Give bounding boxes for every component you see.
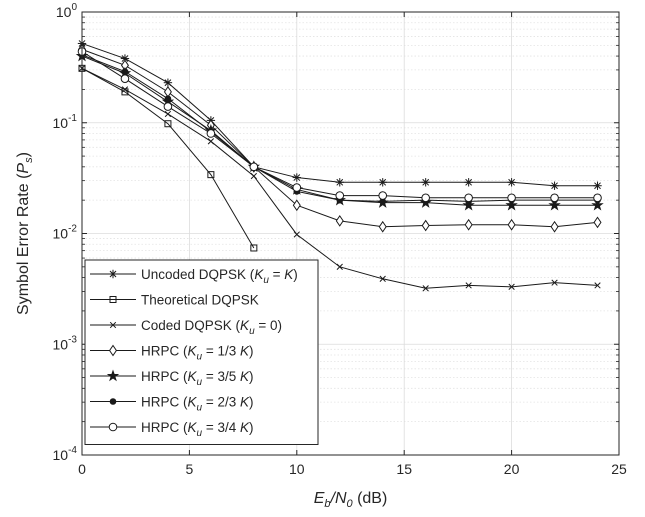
legend-marker-hrpc34 bbox=[108, 422, 118, 432]
data-point-hrpc34 bbox=[292, 183, 302, 192]
data-point-uncoded bbox=[292, 173, 301, 182]
data-point-uncoded bbox=[421, 178, 430, 187]
legend-item-hrpc23: HRPC (Ku = 2/3 K) bbox=[90, 395, 254, 414]
legend-item-hrpc13: HRPC (Ku = 1/3 K) bbox=[90, 344, 254, 363]
data-point-hrpc13 bbox=[507, 218, 516, 231]
y-tick-label: 10-3 bbox=[53, 334, 78, 352]
data-point-hrpc13 bbox=[335, 214, 344, 227]
data-point-hrpc23 bbox=[164, 95, 172, 102]
legend-label-hrpc34: HRPC (Ku = 3/4 K) bbox=[141, 420, 254, 439]
y-tick-label: 10-2 bbox=[53, 224, 78, 242]
legend-marker-uncoded bbox=[108, 269, 118, 279]
y-axis-label: Symbol Error Rate (Ps) bbox=[15, 152, 35, 315]
data-point-hrpc13 bbox=[378, 220, 387, 233]
series-coded bbox=[78, 65, 601, 292]
data-point-hrpc13 bbox=[292, 199, 301, 212]
data-point-hrpc34 bbox=[593, 193, 602, 203]
legend: Uncoded DQPSK (Ku = K) Theoretical DQPSK C… bbox=[84, 259, 319, 445]
data-point-hrpc34 bbox=[378, 191, 388, 200]
x-tick-label: 10 bbox=[289, 461, 305, 477]
data-point-coded bbox=[465, 282, 472, 289]
legend-label-coded: Coded DQPSK (Ku = 0) bbox=[141, 318, 282, 337]
legend-item-uncoded: Uncoded DQPSK (Ku = K) bbox=[90, 267, 298, 286]
legend-item-hrpc34: HRPC (Ku = 3/4 K) bbox=[90, 420, 254, 439]
series-hrpc34 bbox=[77, 47, 602, 203]
legend-marker-coded bbox=[109, 321, 117, 329]
x-tick-label: 0 bbox=[78, 461, 86, 477]
data-point-coded bbox=[594, 282, 601, 289]
data-point-hrpc13 bbox=[550, 220, 559, 233]
data-point-coded bbox=[379, 275, 386, 282]
legend-marker-hrpc23 bbox=[109, 398, 117, 405]
data-point-hrpc34 bbox=[550, 193, 559, 203]
data-point-coded bbox=[164, 110, 172, 118]
data-point-uncoded bbox=[378, 178, 387, 187]
data-point-hrpc23 bbox=[121, 68, 129, 75]
legend-marker-hrpc35 bbox=[106, 369, 120, 382]
data-point-hrpc13 bbox=[464, 218, 473, 231]
data-point-hrpc34 bbox=[421, 193, 430, 203]
y-tick-label: 100 bbox=[56, 2, 78, 20]
x-tick-label: 5 bbox=[186, 461, 194, 477]
data-point-theoretical bbox=[250, 244, 258, 252]
legend-label-hrpc23: HRPC (Ku = 2/3 K) bbox=[141, 395, 254, 414]
legend-item-hrpc35: HRPC (Ku = 3/5 K) bbox=[90, 369, 254, 388]
data-point-uncoded bbox=[550, 181, 559, 190]
data-point-hrpc34 bbox=[507, 193, 516, 203]
data-point-coded bbox=[250, 172, 257, 180]
x-tick-label: 25 bbox=[611, 461, 627, 477]
legend-label-hrpc13: HRPC (Ku = 1/3 K) bbox=[141, 344, 254, 363]
legend-marker-theoretical bbox=[109, 296, 117, 303]
data-point-hrpc34 bbox=[120, 74, 130, 83]
x-tick-label: 20 bbox=[504, 461, 520, 477]
legend-item-theoretical: Theoretical DQPSK bbox=[90, 293, 259, 308]
data-point-hrpc35 bbox=[548, 198, 561, 211]
x-axis-label: Eb/N0 (dB) bbox=[314, 490, 388, 510]
data-point-hrpc35 bbox=[462, 198, 475, 211]
legend-label-theoretical: Theoretical DQPSK bbox=[141, 293, 259, 308]
data-point-coded bbox=[551, 279, 558, 286]
legend-label-uncoded: Uncoded DQPSK (Ku = K) bbox=[141, 267, 298, 286]
data-point-uncoded bbox=[335, 178, 344, 187]
data-point-hrpc34 bbox=[464, 193, 473, 203]
legend-box bbox=[84, 259, 319, 445]
y-tick-label: 10-4 bbox=[53, 445, 78, 463]
data-point-hrpc13 bbox=[421, 219, 430, 232]
data-point-theoretical bbox=[164, 120, 172, 128]
data-point-theoretical bbox=[207, 171, 215, 179]
y-tick-label: 10-1 bbox=[53, 113, 78, 131]
data-point-hrpc13 bbox=[593, 216, 602, 229]
data-point-hrpc35 bbox=[505, 198, 518, 211]
data-point-uncoded bbox=[163, 78, 173, 87]
legend-item-coded: Coded DQPSK (Ku = 0) bbox=[90, 318, 282, 337]
data-point-coded bbox=[207, 138, 215, 145]
data-point-coded bbox=[508, 283, 515, 290]
data-point-hrpc34 bbox=[163, 102, 173, 111]
data-point-uncoded bbox=[593, 181, 602, 190]
data-point-hrpc35 bbox=[591, 198, 604, 211]
series-hrpc13 bbox=[77, 43, 602, 233]
legend-label-hrpc35: HRPC (Ku = 3/5 K) bbox=[141, 369, 254, 388]
legend-marker-hrpc13 bbox=[108, 344, 118, 357]
data-point-coded bbox=[293, 231, 300, 238]
data-point-hrpc34 bbox=[335, 191, 345, 200]
data-point-hrpc34 bbox=[206, 129, 216, 138]
data-point-uncoded bbox=[464, 178, 473, 187]
data-point-uncoded bbox=[507, 178, 516, 187]
series-line-theoretical bbox=[81, 67, 255, 249]
data-point-coded bbox=[121, 86, 129, 93]
data-point-hrpc34 bbox=[249, 162, 259, 172]
data-point-coded bbox=[422, 285, 429, 292]
x-tick-label: 15 bbox=[396, 461, 412, 477]
data-point-coded bbox=[336, 263, 343, 270]
